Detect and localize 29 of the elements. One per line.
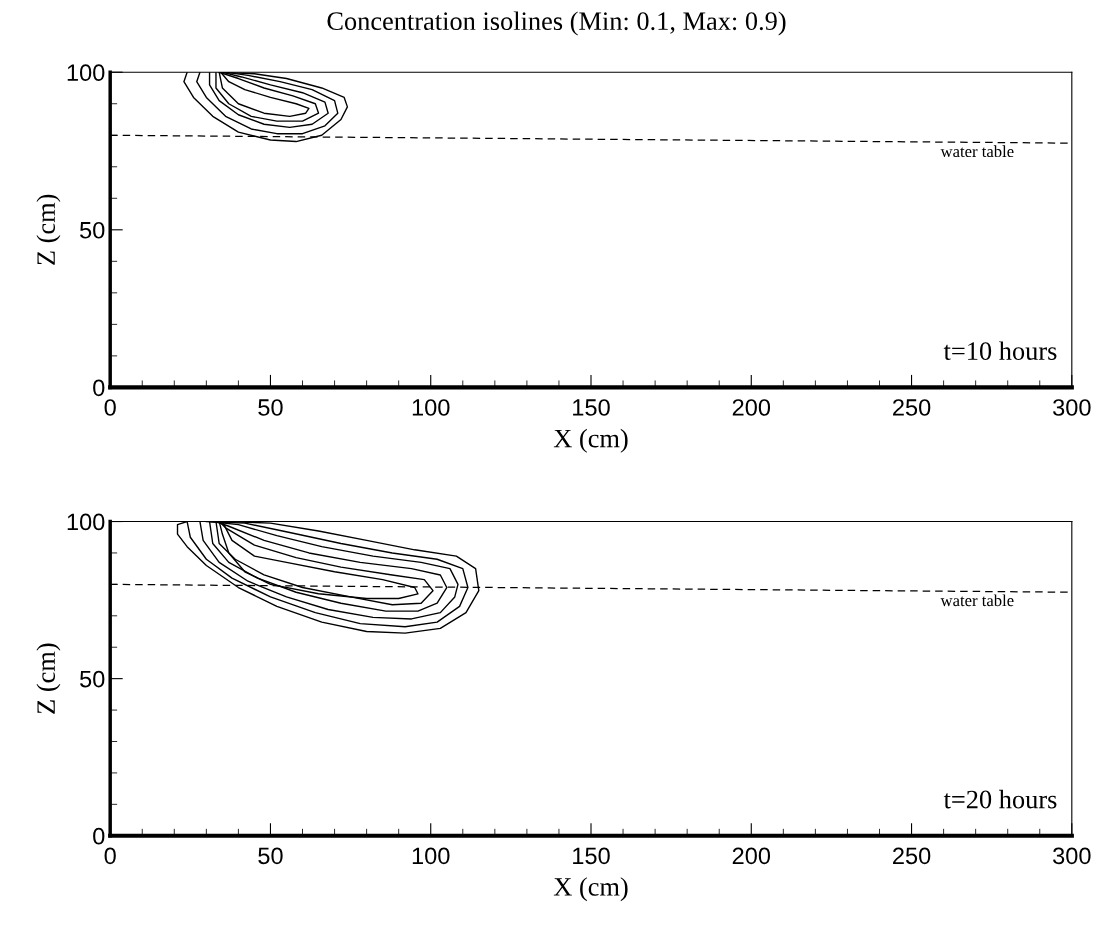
x-tick-label: 250 bbox=[893, 399, 931, 416]
y-tick-label: 100 bbox=[67, 64, 105, 82]
x-tick-label: 250 bbox=[893, 847, 931, 865]
x-tick-label: 150 bbox=[573, 399, 610, 416]
x-tick-label: 100 bbox=[412, 399, 450, 416]
x-tick-label: 200 bbox=[732, 847, 771, 865]
annotation: water table bbox=[940, 594, 1014, 607]
x-tick-label: 50 bbox=[258, 847, 283, 865]
x-tick-label: 100 bbox=[412, 847, 450, 865]
x-tick-label: 300 bbox=[1053, 399, 1091, 416]
x-tick-label: 150 bbox=[573, 847, 610, 865]
x-tick-label: 300 bbox=[1053, 847, 1091, 865]
x-tick-label: 0 bbox=[104, 399, 116, 416]
y-axis-title: Z (cm) bbox=[36, 643, 61, 714]
x-tick-label: 0 bbox=[104, 847, 116, 865]
y-tick-label: 100 bbox=[67, 513, 105, 531]
y-axis-title: Z (cm) bbox=[36, 194, 61, 265]
annotation: t=20 hours bbox=[943, 789, 1057, 809]
chart-title: Concentration isolines (Min: 0.1, Max: 0.9) bbox=[327, 11, 786, 36]
x-axis-title: X (cm) bbox=[553, 877, 628, 902]
annotation: t=10 hours bbox=[943, 341, 1057, 360]
x-tick-label: 50 bbox=[258, 399, 283, 416]
y-tick-label: 0 bbox=[93, 379, 105, 397]
y-tick-label: 50 bbox=[80, 221, 105, 239]
x-tick-label: 200 bbox=[732, 399, 771, 416]
x-axis-title: X (cm) bbox=[553, 428, 628, 453]
y-tick-label: 0 bbox=[93, 827, 105, 845]
y-tick-label: 50 bbox=[80, 670, 105, 688]
annotation: water table bbox=[940, 145, 1014, 158]
